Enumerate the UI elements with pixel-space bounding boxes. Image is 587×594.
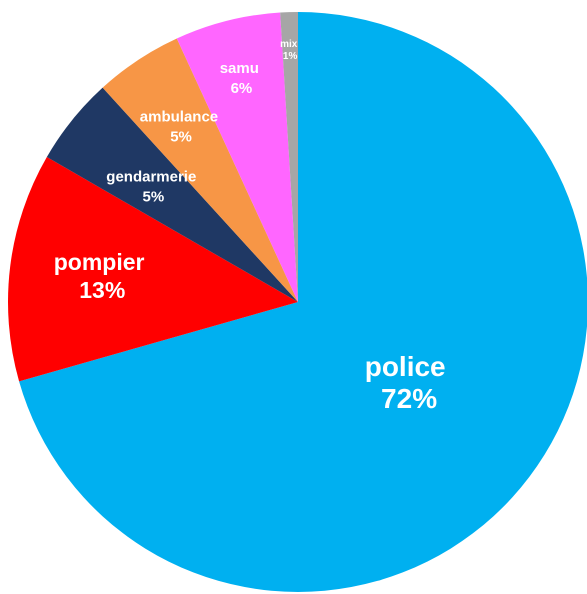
pie-slice-ambulance bbox=[102, 38, 298, 302]
pie-slice-pompier bbox=[7, 157, 298, 382]
slice-percent-gendarmerie: 5% bbox=[143, 189, 165, 206]
slice-name-ambulance: ambulance bbox=[140, 109, 218, 126]
slice-percent-police: 72% bbox=[381, 383, 437, 414]
slice-name-police: police bbox=[365, 351, 446, 382]
slice-label-mix: mix 1% bbox=[280, 39, 300, 62]
slice-percent-mix: 1% bbox=[283, 51, 298, 62]
slice-name-pompier: pompier bbox=[54, 249, 145, 275]
slice-percent-samu: 6% bbox=[231, 80, 253, 97]
slice-label-gendarmerie: gendarmerie 5% bbox=[106, 169, 200, 206]
slice-label-samu: samu 6% bbox=[220, 60, 263, 97]
slice-name-mix: mix bbox=[280, 39, 298, 50]
pie-labels: police 72% pompier 13% gendarmerie 5% am… bbox=[54, 39, 454, 414]
pie-slice-samu bbox=[176, 12, 298, 302]
slice-name-samu: samu bbox=[220, 60, 259, 77]
slice-label-police: police 72% bbox=[365, 351, 454, 414]
pie-slices bbox=[7, 12, 587, 592]
slice-name-gendarmerie: gendarmerie bbox=[106, 169, 196, 186]
slice-label-ambulance: ambulance 5% bbox=[140, 109, 223, 146]
pie-slice-police bbox=[19, 12, 587, 592]
slice-percent-ambulance: 5% bbox=[170, 129, 192, 146]
slice-label-pompier: pompier 13% bbox=[54, 249, 151, 303]
slice-percent-pompier: 13% bbox=[79, 277, 125, 303]
pie-slice-gendarmerie bbox=[46, 87, 299, 303]
pie-slice-mix bbox=[280, 12, 298, 302]
